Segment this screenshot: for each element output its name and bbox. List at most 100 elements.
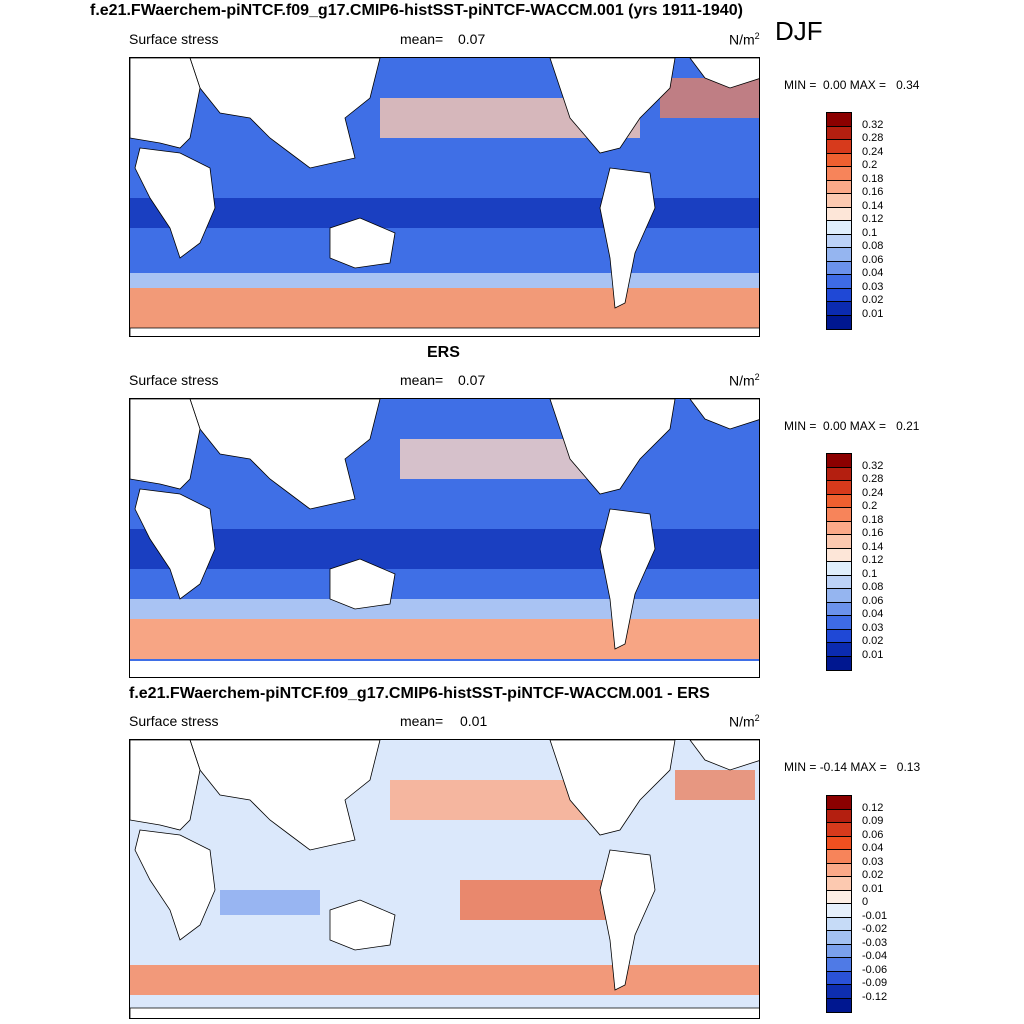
panel3-colorbar-swatch — [827, 890, 851, 904]
panel2-colorbar-swatch — [827, 589, 851, 603]
colorbar-tick-label: 0.1 — [862, 567, 878, 580]
panel2-colorbar-swatch — [827, 643, 851, 657]
colorbar-tick-label: -0.09 — [862, 977, 888, 989]
panel2-colorbar-swatch — [827, 575, 851, 589]
panel1-colorbar-swatch — [827, 302, 851, 316]
colorbar-tick-label: 0.03 — [862, 280, 884, 293]
panel2-colorbar-swatch — [827, 602, 851, 616]
panel1-colorbar-swatch — [827, 261, 851, 275]
colorbar-tick-label: 0.06 — [862, 253, 884, 266]
panel1-colorbar-swatch — [827, 153, 851, 167]
panel3-min-max: MIN = -0.14 MAX = 0.13 — [784, 760, 921, 774]
panel3-colorbar-swatch — [827, 863, 851, 877]
panel1-colorbar-swatch — [827, 140, 851, 154]
panel3-mean-value: 0.01 — [460, 713, 488, 729]
panel1-colorbar-swatch — [827, 180, 851, 194]
panel3-title: f.e21.FWaerchem-piNTCF.f09_g17.CMIP6-his… — [129, 685, 710, 702]
colorbar-tick-label: 0.03 — [862, 855, 884, 868]
colorbar-tick-label: 0.18 — [862, 172, 884, 185]
panel2-units: N/m2 — [729, 372, 760, 389]
colorbar-tick-label: -0.03 — [862, 936, 888, 949]
colorbar-tick-label: 0.14 — [862, 540, 884, 553]
panel3-colorbar-swatch — [827, 931, 851, 945]
panel1-mean-label: mean= — [400, 31, 444, 47]
colorbar-tick-label: 0.2 — [862, 500, 878, 512]
panel3-variable: Surface stress — [129, 713, 219, 729]
panel1-map — [129, 57, 760, 337]
figure-title: f.e21.FWaerchem-piNTCF.f09_g17.CMIP6-his… — [90, 2, 743, 19]
colorbar-tick-label: -0.01 — [862, 909, 888, 922]
colorbar-tick-label: 0.04 — [862, 608, 884, 620]
panel2-map-plot — [130, 399, 759, 677]
panel3-colorbar — [826, 795, 852, 1013]
panel1-colorbar-swatch — [827, 248, 851, 262]
panel2-map — [129, 398, 760, 678]
panel1-colorbar — [826, 112, 852, 330]
colorbar-tick-label: 0.06 — [862, 594, 884, 607]
panel2-colorbar-swatch — [827, 562, 851, 576]
colorbar-tick-label: 0.04 — [862, 842, 884, 854]
panel3-colorbar-swatch — [827, 944, 851, 958]
panel2-colorbar-swatch — [827, 548, 851, 562]
panel3-colorbar-swatch — [827, 877, 851, 891]
colorbar-tick-label: 0.28 — [862, 473, 884, 485]
season-label: DJF — [775, 16, 823, 46]
panel3-colorbar-swatch — [827, 917, 851, 931]
panel1-colorbar-swatch — [827, 126, 851, 140]
panel2-colorbar-swatch — [827, 467, 851, 481]
panel3-colorbar-swatch — [827, 998, 851, 1012]
colorbar-tick-label: -0.04 — [862, 950, 888, 962]
panel3-colorbar-swatch — [827, 985, 851, 999]
panel1-units: N/m2 — [729, 31, 760, 48]
colorbar-tick-label: 0.12 — [862, 554, 884, 566]
panel3-colorbar-swatch — [827, 850, 851, 864]
colorbar-tick-label: 0.16 — [862, 186, 884, 198]
panel3-colorbar-swatch — [827, 958, 851, 972]
panel3-colorbar-swatch — [827, 823, 851, 837]
panel1-variable: Surface stress — [129, 31, 219, 47]
panel1-colorbar-swatch — [827, 288, 851, 302]
colorbar-tick-label: 0.02 — [862, 869, 884, 881]
colorbar-tick-label: 0 — [862, 896, 869, 908]
panel2-colorbar — [826, 453, 852, 671]
panel2-min-max: MIN = 0.00 MAX = 0.21 — [784, 419, 920, 433]
colorbar-tick-label: 0.32 — [862, 459, 884, 472]
panel3-colorbar-swatch — [827, 904, 851, 918]
colorbar-tick-label: 0.08 — [862, 581, 884, 593]
panel1-colorbar-swatch — [827, 113, 851, 127]
colorbar-tick-label: 0.04 — [862, 267, 884, 279]
colorbar-tick-label: 0.03 — [862, 621, 884, 634]
panel2-title: ERS — [427, 344, 460, 361]
panel2-colorbar-swatch — [827, 508, 851, 522]
panel2-colorbar-swatch — [827, 656, 851, 670]
panel3-colorbar-swatch — [827, 809, 851, 823]
panel2-colorbar-swatch — [827, 521, 851, 535]
panel2-colorbar-swatch — [827, 481, 851, 495]
panel1-colorbar-swatch — [827, 207, 851, 221]
colorbar-tick-label: 0.08 — [862, 240, 884, 252]
colorbar-tick-label: 0.24 — [862, 145, 884, 158]
colorbar-tick-label: 0.01 — [862, 648, 884, 661]
panel2-colorbar-swatch — [827, 629, 851, 643]
panel2-variable: Surface stress — [129, 372, 219, 388]
panel3-colorbar-swatch — [827, 971, 851, 985]
colorbar-tick-label: 0.06 — [862, 828, 884, 841]
colorbar-tick-label: 0.16 — [862, 527, 884, 539]
panel1-min-max: MIN = 0.00 MAX = 0.34 — [784, 78, 920, 92]
panel2-mean-value: 0.07 — [458, 372, 486, 388]
panel1-colorbar-swatch — [827, 234, 851, 248]
panel2-mean-label: mean= — [400, 372, 444, 388]
panel3-colorbar-swatch — [827, 796, 851, 810]
panel1-colorbar-swatch — [827, 194, 851, 208]
panel2-colorbar-swatch — [827, 616, 851, 630]
colorbar-tick-label: 0.2 — [862, 159, 878, 171]
colorbar-tick-label: -0.12 — [862, 990, 888, 1003]
colorbar-tick-label: -0.06 — [862, 963, 888, 976]
panel1-colorbar-swatch — [827, 221, 851, 235]
panel1-colorbar-swatch — [827, 275, 851, 289]
colorbar-tick-label: 0.01 — [862, 882, 884, 895]
colorbar-tick-label: 0.12 — [862, 801, 884, 814]
colorbar-tick-label: 0.28 — [862, 132, 884, 144]
panel2-colorbar-swatch — [827, 535, 851, 549]
panel1-colorbar-swatch — [827, 315, 851, 329]
